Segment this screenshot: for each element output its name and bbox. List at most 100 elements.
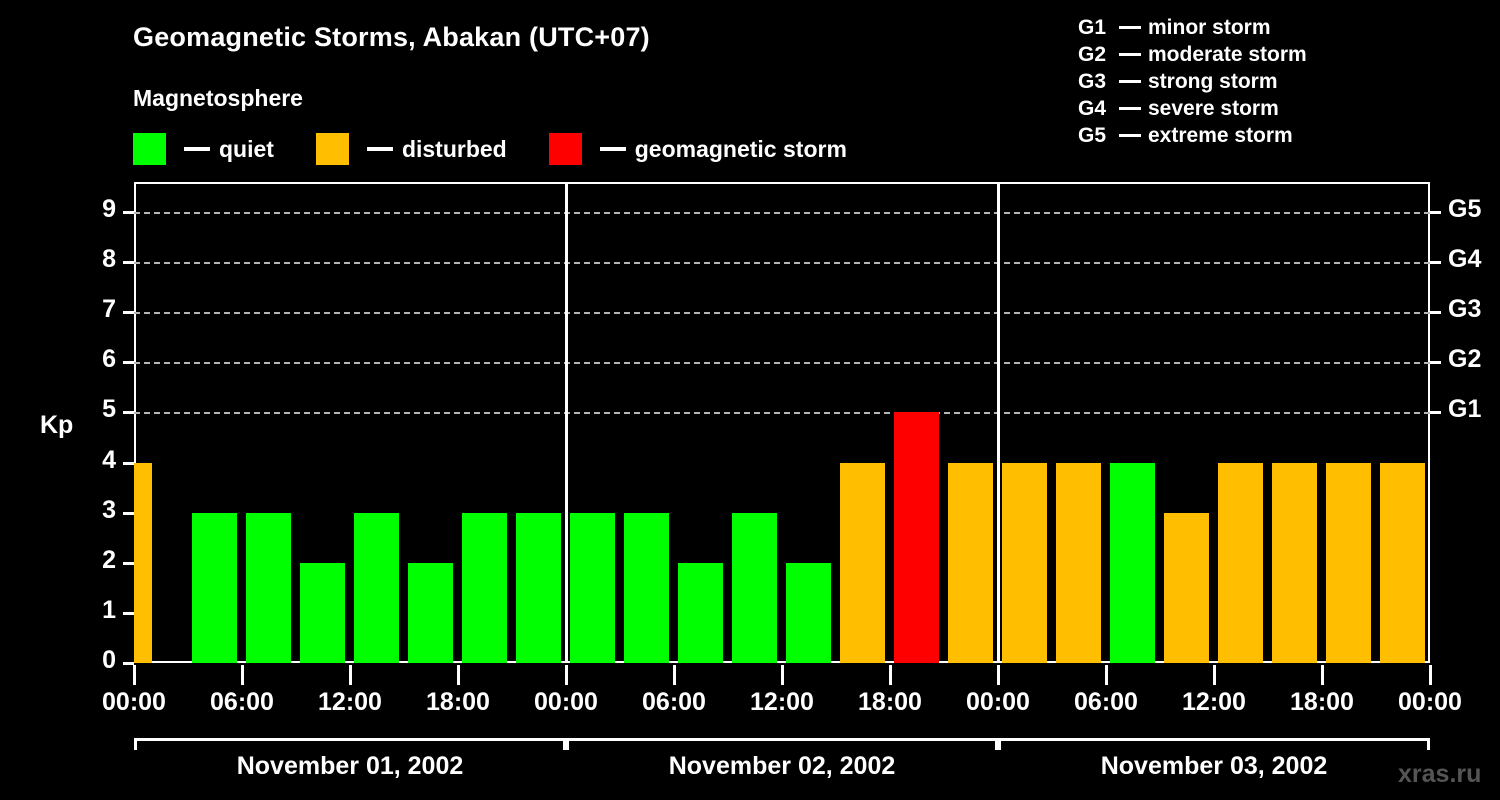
- g-legend-dash: [1119, 134, 1141, 137]
- g-axis-tick-7: [1430, 311, 1441, 315]
- gridline-kp-9: [134, 212, 1430, 215]
- bar-18: [1110, 462, 1155, 663]
- bar-6: [462, 512, 507, 663]
- y-tick-2: [123, 561, 134, 565]
- legend-dash-storm: [599, 147, 626, 151]
- bar-10: [678, 562, 723, 663]
- y-tick-8: [123, 261, 134, 265]
- y-tick-6: [123, 361, 134, 365]
- bar-9: [624, 512, 669, 663]
- x-tick-8: [997, 665, 1000, 685]
- g-axis-tick-5: [1430, 411, 1441, 415]
- bar-7: [516, 512, 561, 663]
- magnetosphere-label: Magnetosphere: [133, 85, 303, 111]
- y-tick-label-5: 5: [102, 395, 116, 424]
- g-axis-label-g5: G5: [1448, 195, 1482, 224]
- g-legend-code: G5: [1078, 123, 1107, 147]
- x-tick-label-12: 00:00: [1398, 688, 1462, 716]
- g-axis-label-g4: G4: [1448, 245, 1482, 274]
- g-legend-code: G1: [1078, 15, 1107, 39]
- g-legend-row-g3: G3 strong storm: [1078, 68, 1307, 95]
- date-bracket-3: [998, 738, 1430, 750]
- g-legend-dash: [1119, 53, 1141, 56]
- g-legend-code: G2: [1078, 42, 1107, 66]
- bar-series: [134, 182, 1430, 663]
- g-axis-label-g1: G1: [1448, 395, 1482, 424]
- gridline-kp-6: [134, 362, 1430, 365]
- legend-swatch-disturbed: [315, 133, 349, 165]
- x-tick-label-3: 18:00: [426, 688, 490, 716]
- y-tick-7: [123, 311, 134, 315]
- x-tick-9: [1105, 665, 1108, 685]
- bar-2: [246, 512, 291, 663]
- g-legend-desc: minor storm: [1148, 15, 1271, 39]
- bar-22: [1326, 462, 1371, 663]
- g-axis-tick-8: [1430, 261, 1441, 265]
- g-legend-row-g5: G5 extreme storm: [1078, 122, 1307, 149]
- legend-swatch-quiet: [133, 133, 166, 165]
- x-tick-label-5: 06:00: [642, 688, 706, 716]
- x-tick-label-6: 12:00: [750, 688, 814, 716]
- bar-23: [1380, 462, 1425, 663]
- color-legend: quiet disturbed geomagnetic storm: [133, 133, 847, 165]
- date-label-1: November 01, 2002: [236, 752, 464, 780]
- g-axis-tick-6: [1430, 361, 1441, 365]
- date-label-2: November 02, 2002: [668, 752, 896, 780]
- g-axis-label-g2: G2: [1448, 345, 1482, 374]
- y-tick-0: [123, 662, 134, 665]
- g-legend-row-g2: G2 moderate storm: [1078, 41, 1307, 68]
- y-tick-label-9: 9: [102, 195, 116, 224]
- y-tick-label-0: 0: [102, 646, 116, 674]
- legend-swatch-storm: [548, 133, 582, 165]
- legend-label-quiet: quiet: [219, 135, 274, 162]
- x-tick-4: [565, 665, 568, 685]
- bar-16: [1002, 462, 1047, 663]
- watermark: xras.ru: [1398, 760, 1482, 788]
- day-separator-2: [997, 182, 1000, 663]
- x-tick-0: [133, 665, 136, 685]
- bar-19: [1164, 512, 1209, 663]
- y-tick-label-8: 8: [102, 245, 116, 274]
- y-tick-label-6: 6: [102, 345, 116, 374]
- g-legend-code: G4: [1078, 96, 1107, 120]
- bar-1: [192, 512, 237, 663]
- date-bracket-1: [134, 738, 566, 750]
- x-tick-2: [349, 665, 352, 685]
- day-separator-1: [565, 182, 568, 663]
- bar-0: [134, 462, 152, 663]
- x-tick-5: [673, 665, 676, 685]
- bar-8: [570, 512, 615, 663]
- x-tick-label-7: 18:00: [858, 688, 922, 716]
- x-tick-label-1: 06:00: [210, 688, 274, 716]
- x-tick-label-10: 12:00: [1182, 688, 1246, 716]
- bar-4: [354, 512, 399, 663]
- g-axis-tick-9: [1430, 211, 1441, 215]
- y-tick-label-4: 4: [102, 445, 116, 474]
- g-legend-dash: [1119, 107, 1141, 110]
- gridline-kp-7: [134, 312, 1430, 315]
- legend-dash-quiet: [184, 147, 210, 151]
- y-tick-label-1: 1: [102, 595, 116, 624]
- bar-20: [1218, 462, 1263, 663]
- x-tick-label-4: 00:00: [534, 688, 598, 716]
- g-legend-row-g4: G4 severe storm: [1078, 95, 1307, 122]
- bar-5: [408, 562, 453, 663]
- bar-12: [786, 562, 831, 663]
- x-tick-label-11: 18:00: [1290, 688, 1354, 716]
- gridline-kp-8: [134, 262, 1430, 265]
- g-legend-desc: severe storm: [1148, 96, 1279, 120]
- legend-item-storm: geomagnetic storm: [548, 133, 847, 165]
- bar-15: [948, 462, 993, 663]
- x-tick-6: [781, 665, 784, 685]
- g-legend-dash: [1119, 26, 1141, 29]
- y-tick-9: [123, 211, 134, 215]
- y-tick-label-2: 2: [102, 545, 116, 574]
- g-legend-desc: moderate storm: [1148, 42, 1307, 66]
- y-tick-label-3: 3: [102, 495, 116, 524]
- legend-label-storm: geomagnetic storm: [634, 135, 847, 162]
- y-tick-label-7: 7: [102, 295, 116, 324]
- x-tick-10: [1213, 665, 1216, 685]
- bar-13: [840, 462, 885, 663]
- g-legend-dash: [1119, 80, 1141, 83]
